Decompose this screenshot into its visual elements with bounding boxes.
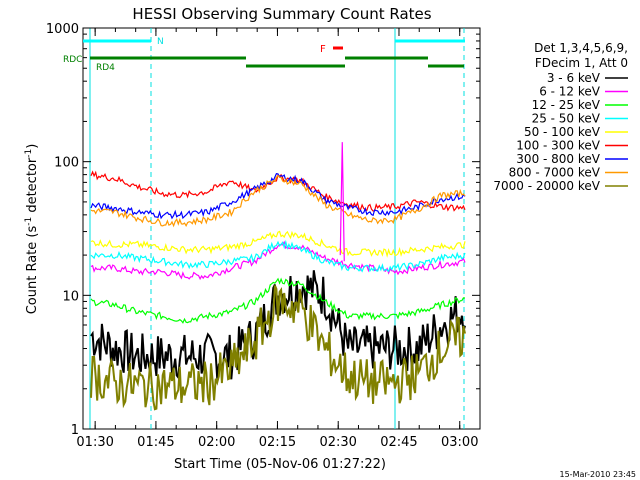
x-tick-label: 01:45 xyxy=(137,435,174,450)
series-line xyxy=(90,270,466,380)
series-line xyxy=(90,277,466,324)
flare-spike xyxy=(339,142,345,262)
flag-label-rd4: RD4 xyxy=(96,63,115,73)
series-line xyxy=(90,170,466,212)
x-tick-label: 01:30 xyxy=(76,435,113,450)
y-tick-label: 100 xyxy=(54,156,79,171)
flag-label-f: F xyxy=(320,44,326,55)
axis-ticks: 01:30 01:45 02:00 02:15 02:30 02:45 03:00 1 10 10… xyxy=(46,22,481,450)
legend-label: 3 - 6 keV xyxy=(547,71,601,85)
legend-header-line2: FDecim 1, Att 0 xyxy=(535,56,628,70)
x-tick-label: 02:45 xyxy=(380,435,417,450)
chart-title: HESSI Observing Summary Count Rates xyxy=(132,5,431,23)
legend-label: 800 - 7000 keV xyxy=(509,166,601,180)
y-tick-label: 1000 xyxy=(46,22,79,37)
series-line xyxy=(90,174,466,228)
y-axis-label: Count Rate (s-1 detector-1) xyxy=(24,144,40,315)
x-axis-label: Start Time (05-Nov-06 01:27:22) xyxy=(174,457,386,472)
x-tick-label: 02:15 xyxy=(259,435,296,450)
legend-label: 100 - 300 keV xyxy=(516,139,600,153)
flag-bars xyxy=(83,39,465,68)
plot-frame xyxy=(82,27,481,430)
series-line xyxy=(90,285,466,411)
series-line xyxy=(90,173,466,220)
x-tick-label: 02:00 xyxy=(198,435,235,450)
x-tick-label: 03:00 xyxy=(441,435,478,450)
legend-header-line1: Det 1,3,4,5,6,9, xyxy=(534,41,628,55)
legend-label: 25 - 50 keV xyxy=(532,112,601,126)
legend-label: 7000 - 20000 keV xyxy=(493,179,600,193)
series-line xyxy=(90,240,466,281)
series-line xyxy=(90,239,466,273)
series-lines xyxy=(90,142,466,411)
legend-label: 300 - 800 keV xyxy=(516,152,600,166)
series-line xyxy=(90,230,466,258)
legend-label: 12 - 25 keV xyxy=(532,98,601,112)
flag-label-n: N xyxy=(157,37,164,47)
legend-label: 50 - 100 keV xyxy=(524,125,601,139)
x-tick-label: 02:30 xyxy=(319,435,356,450)
footer-timestamp: 15-Mar-2010 23:45 xyxy=(560,470,637,479)
y-tick-label: 1 xyxy=(71,423,79,438)
y-tick-label: 10 xyxy=(62,289,79,304)
legend-label: 6 - 12 keV xyxy=(539,85,601,99)
flag-label-rdc: RDC xyxy=(63,55,82,65)
